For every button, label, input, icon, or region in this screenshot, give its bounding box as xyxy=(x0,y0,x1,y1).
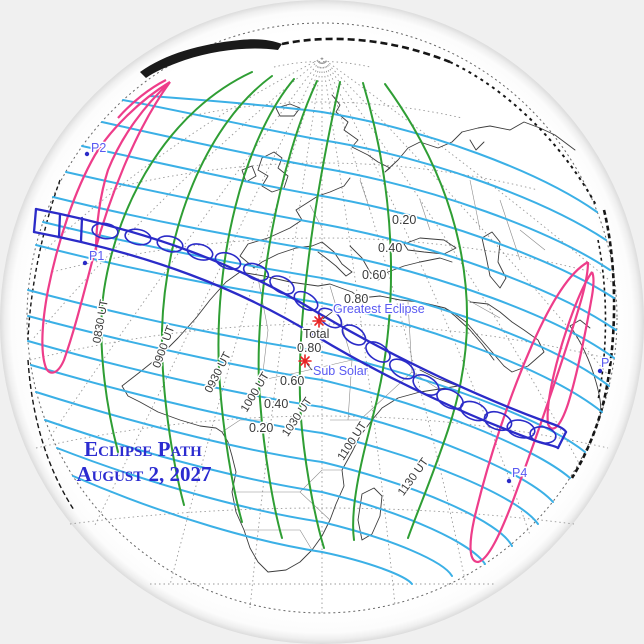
umbra-shadow-ellipses xyxy=(91,222,557,444)
globe-limb xyxy=(26,22,618,614)
country-borders xyxy=(221,179,546,551)
magnitude-labels-south: 0.80 0.60 0.40 0.20 xyxy=(248,340,323,437)
p1-point xyxy=(82,260,88,266)
sticker-title: Eclipse Path August 2, 2027 xyxy=(76,437,211,486)
label-p3: P xyxy=(601,356,609,370)
greatest-eclipse-marker xyxy=(312,314,326,328)
title-line1: Eclipse Path xyxy=(84,437,202,461)
label-magnitude-north-060: 0.60 xyxy=(362,268,386,282)
greatest-eclipse-leader xyxy=(322,311,333,320)
label-p2: P2 xyxy=(91,141,106,155)
p2-point xyxy=(84,151,90,157)
label-magnitude-north-020: 0.20 xyxy=(392,213,416,227)
world-map-coastlines xyxy=(121,94,602,573)
label-magnitude-south-080: 0.80 xyxy=(297,341,321,355)
label-magnitude-south-040: 0.40 xyxy=(264,397,288,411)
label-magnitude-south-060: 0.60 xyxy=(280,374,304,388)
label-greatest-eclipse: Greatest Eclipse xyxy=(333,302,425,316)
title-line2: August 2, 2027 xyxy=(76,462,211,486)
p4-point xyxy=(506,478,512,484)
total-eclipse-path-band xyxy=(32,207,568,450)
feature-labels: Greatest Eclipse Sub Solar Total P2 P1 P… xyxy=(88,140,611,482)
label-sub-solar: Sub Solar xyxy=(313,364,368,378)
event-markers xyxy=(82,151,603,484)
label-magnitude-north-040: 0.40 xyxy=(378,241,402,255)
sub-solar-leader xyxy=(306,363,313,371)
p3-point xyxy=(597,368,603,374)
graticule-parallels xyxy=(29,61,615,585)
magnitude-contours xyxy=(27,95,617,585)
label-magnitude-north-080: 0.80 xyxy=(344,292,368,306)
limb-land-hatching xyxy=(27,37,616,511)
sub-solar-marker xyxy=(298,354,312,368)
label-total: Total xyxy=(303,327,329,341)
graticule-meridians xyxy=(31,57,616,613)
label-magnitude-south-020: 0.20 xyxy=(249,421,273,435)
magnitude-labels-north: 0.20 0.40 0.60 0.80 xyxy=(343,212,418,308)
label-p4: P4 xyxy=(512,466,527,480)
label-p1: P1 xyxy=(89,249,104,263)
